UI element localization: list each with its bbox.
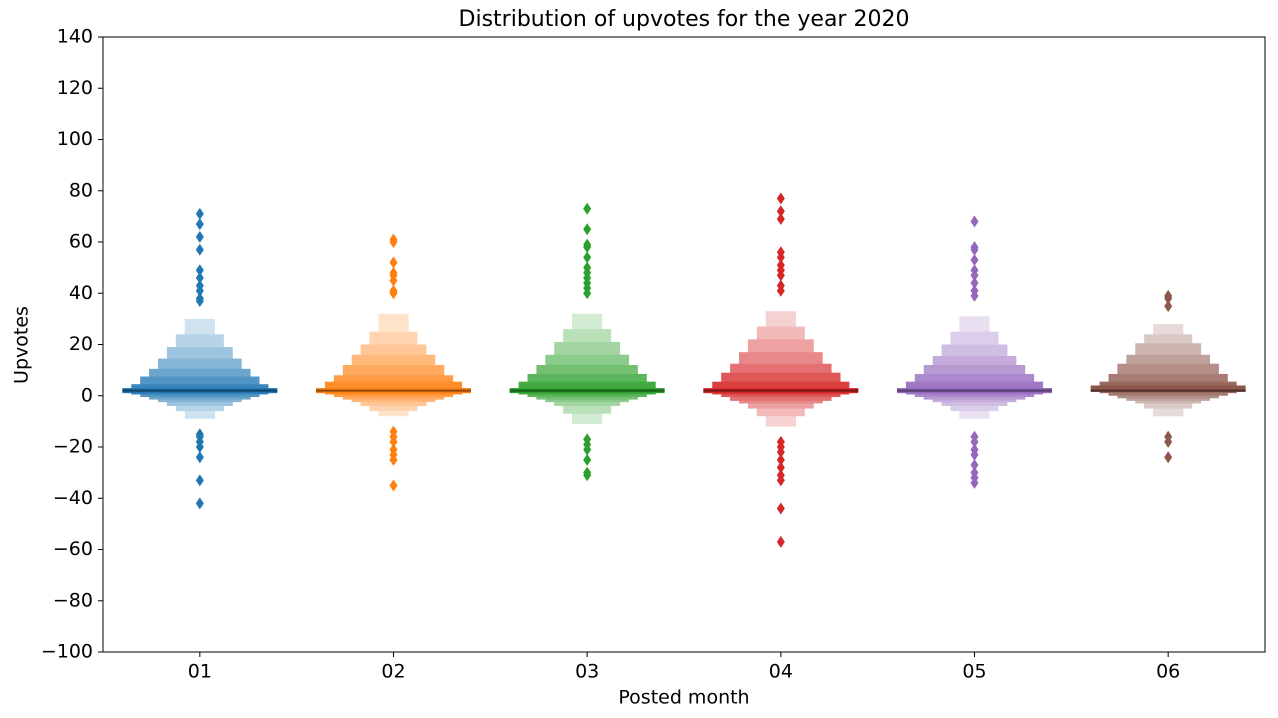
outlier [970, 448, 979, 461]
outlier [776, 205, 785, 218]
y-tick-label: 60 [69, 231, 93, 253]
outlier [389, 274, 398, 287]
outlier [776, 284, 785, 297]
outlier [970, 243, 979, 256]
plot-frame [102, 36, 1266, 653]
outlier [1164, 435, 1173, 448]
y-tick-label: 140 [57, 26, 93, 48]
outlier [776, 446, 785, 459]
outlier [195, 264, 204, 277]
outlier [389, 236, 398, 248]
outlier [970, 289, 979, 302]
outlier [195, 441, 204, 453]
outlier [970, 253, 979, 266]
outlier [195, 284, 204, 297]
outlier [1164, 451, 1173, 464]
outlier [389, 435, 398, 448]
outlier [776, 474, 785, 487]
y-tick-label: 80 [69, 179, 93, 201]
outlier [195, 497, 204, 510]
outlier [776, 251, 785, 264]
x-tick-label: 01 [188, 661, 212, 683]
letter-value-box [1090, 385, 1246, 392]
outlier [195, 230, 204, 243]
outlier [970, 476, 979, 489]
outlier [195, 474, 204, 487]
outlier [195, 218, 204, 231]
outlier [195, 294, 204, 307]
outlier [389, 287, 398, 300]
y-tick-label: 120 [57, 77, 93, 99]
outlier [583, 469, 592, 482]
outlier [583, 223, 592, 236]
outlier [970, 277, 979, 289]
x-tick-label: 03 [575, 661, 599, 683]
outlier [1164, 300, 1173, 313]
outlier [776, 453, 785, 466]
outlier [970, 215, 979, 228]
outlier [195, 451, 204, 464]
outlier [583, 453, 592, 466]
outlier [389, 453, 398, 466]
y-tick-label: −20 [53, 436, 93, 458]
outlier [776, 502, 785, 515]
x-axis-label: Posted month [618, 687, 749, 709]
outlier [776, 212, 785, 225]
outlier [583, 241, 592, 254]
outlier [583, 443, 592, 456]
outlier [195, 207, 204, 220]
y-tick-label: 0 [81, 384, 93, 406]
outlier [389, 479, 398, 492]
outlier [1164, 292, 1173, 305]
outlier [970, 458, 979, 471]
y-tick-label: 100 [57, 128, 93, 150]
outlier [776, 192, 785, 205]
outlier [583, 202, 592, 215]
outlier [776, 269, 785, 282]
outlier [776, 461, 785, 474]
y-tick-label: 20 [69, 333, 93, 355]
y-tick-label: 40 [69, 282, 93, 304]
x-tick-label: 04 [769, 661, 793, 683]
y-axis-label: Upvotes [11, 306, 33, 384]
outlier [195, 243, 204, 256]
outlier [776, 535, 785, 548]
outlier [970, 269, 979, 282]
y-tick-label: −80 [53, 589, 93, 611]
outlier [970, 435, 979, 448]
chart-title: Distribution of upvotes for the year 202… [459, 7, 910, 32]
outlier [583, 251, 592, 264]
x-tick-label: 05 [962, 661, 986, 683]
outlier [389, 256, 398, 269]
x-tick-label: 06 [1156, 661, 1180, 683]
outlier [195, 271, 204, 284]
y-tick-label: −100 [41, 641, 93, 663]
y-tick-label: −40 [53, 487, 93, 509]
x-tick-label: 02 [381, 661, 405, 683]
outlier [583, 287, 592, 300]
y-tick-label: −60 [53, 538, 93, 560]
